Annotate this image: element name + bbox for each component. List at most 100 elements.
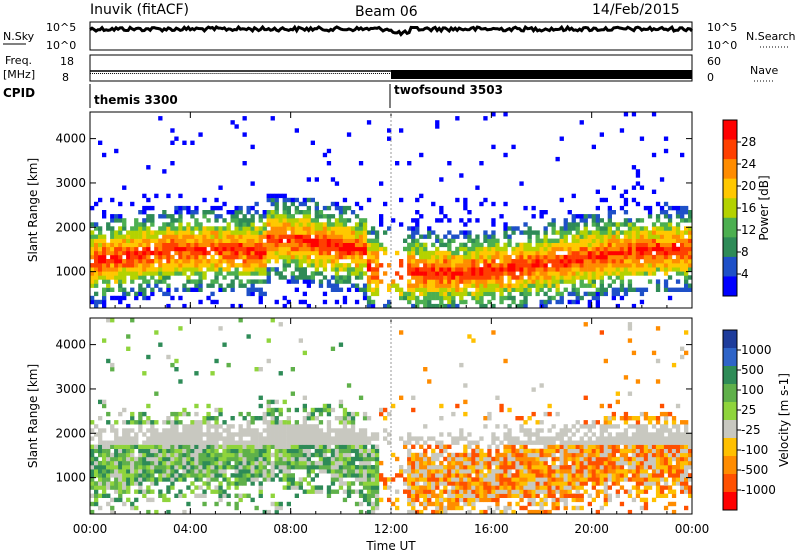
heatmap-cell xyxy=(362,218,368,223)
heatmap-cell xyxy=(266,407,271,413)
heatmap-cell xyxy=(467,210,472,215)
heatmap-cell xyxy=(615,238,620,243)
heatmap-cell xyxy=(563,473,568,478)
heatmap-cell xyxy=(218,411,223,417)
heatmap-cell xyxy=(258,291,263,297)
heatmap-cell xyxy=(599,287,604,292)
nave-dot xyxy=(280,73,282,74)
heatmap-cell xyxy=(567,279,572,284)
heatmap-cell xyxy=(226,230,231,235)
heatmap-cell xyxy=(146,259,151,264)
heatmap-cell xyxy=(491,218,496,223)
heatmap-cell xyxy=(503,112,508,117)
heatmap-cell xyxy=(270,460,275,466)
heatmap-cell xyxy=(250,456,255,462)
heatmap-cell xyxy=(294,222,299,227)
heatmap-cell xyxy=(411,456,416,462)
heatmap-cell xyxy=(110,242,115,248)
heatmap-cell xyxy=(379,214,384,219)
heatmap-cell xyxy=(547,287,552,292)
heatmap-cell xyxy=(435,254,440,260)
heatmap-cell xyxy=(370,291,376,297)
heatmap-cell xyxy=(138,263,143,268)
heatmap-cell xyxy=(134,246,139,252)
heatmap-cell xyxy=(451,291,456,297)
heatmap-cell xyxy=(411,452,416,458)
heatmap-cell xyxy=(603,420,608,425)
heatmap-cell xyxy=(134,291,139,297)
heatmap-cell xyxy=(338,452,344,458)
heatmap-cell xyxy=(326,424,332,429)
heatmap-cell xyxy=(688,259,693,264)
heatmap-cell xyxy=(226,456,231,462)
heatmap-cell xyxy=(599,291,604,297)
heatmap-cell xyxy=(106,477,111,482)
heatmap-cell xyxy=(294,432,299,437)
heatmap-cell xyxy=(663,246,669,252)
heatmap-cell xyxy=(575,246,580,252)
heatmap-cell xyxy=(354,275,360,280)
heatmap-cell xyxy=(615,448,620,454)
heatmap-cell xyxy=(342,242,348,248)
heatmap-cell xyxy=(146,242,151,248)
heatmap-cell xyxy=(387,432,392,437)
heatmap-cell xyxy=(366,473,372,478)
heatmap-cell xyxy=(383,230,388,235)
heatmap-cell xyxy=(475,267,480,272)
heatmap-cell xyxy=(278,238,283,243)
heatmap-cell xyxy=(186,501,191,507)
heatmap-cell xyxy=(491,287,496,292)
heatmap-cell xyxy=(579,214,584,219)
heatmap-cell xyxy=(234,242,239,248)
heatmap-cell xyxy=(254,230,259,235)
heatmap-cell xyxy=(531,460,536,466)
heatmap-cell xyxy=(467,291,472,297)
heatmap-cell xyxy=(559,291,564,297)
heatmap-cell xyxy=(342,440,348,445)
heatmap-cell xyxy=(178,456,183,462)
heatmap-cell xyxy=(326,420,332,425)
heatmap-cell xyxy=(302,246,307,252)
heatmap-cell xyxy=(603,489,608,494)
heatmap-cell xyxy=(499,456,504,462)
heatmap-cell xyxy=(455,116,460,121)
heatmap-cell xyxy=(122,448,127,454)
heatmap-cell xyxy=(158,452,163,458)
heatmap-cell xyxy=(234,432,239,437)
heatmap-cell xyxy=(166,428,171,433)
heatmap-cell xyxy=(439,493,444,498)
heatmap-cell xyxy=(306,428,311,433)
heatmap-cell xyxy=(607,250,612,256)
heatmap-cell xyxy=(411,473,416,478)
heatmap-cell xyxy=(274,197,279,203)
nave-dot xyxy=(276,73,278,74)
heatmap-cell xyxy=(515,287,520,292)
heatmap-cell xyxy=(591,254,596,260)
heatmap-cell xyxy=(431,460,436,466)
heatmap-cell xyxy=(98,250,103,256)
heatmap-cell xyxy=(166,263,171,268)
heatmap-cell xyxy=(226,444,231,449)
heatmap-cell xyxy=(238,411,243,417)
heatmap-cell xyxy=(346,436,352,441)
heatmap-cell xyxy=(423,485,428,490)
heatmap-cell xyxy=(411,436,416,441)
heatmap-cell xyxy=(234,460,239,466)
heatmap-cell xyxy=(563,275,568,280)
heatmap-cell xyxy=(595,477,600,482)
heatmap-cell xyxy=(391,218,396,223)
velocity-heatmap-cells xyxy=(90,318,693,515)
heatmap-cell xyxy=(198,469,203,474)
heatmap-cell xyxy=(599,465,604,470)
heatmap-cell xyxy=(370,275,376,280)
heatmap-cell xyxy=(579,444,584,449)
heatmap-cell xyxy=(162,222,167,227)
heatmap-cell xyxy=(471,275,476,280)
heatmap-cell xyxy=(463,201,468,207)
heatmap-cell xyxy=(467,267,472,272)
heatmap-cell xyxy=(471,493,476,498)
heatmap-cell xyxy=(443,283,448,288)
heatmap-cell xyxy=(162,473,167,478)
heatmap-cell xyxy=(415,230,420,235)
heatmap-cell xyxy=(463,477,468,482)
